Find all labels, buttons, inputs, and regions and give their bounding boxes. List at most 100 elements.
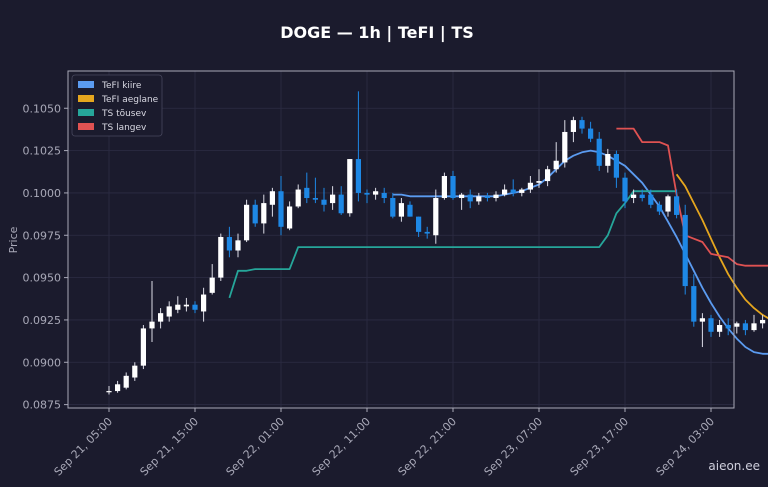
candle-body [424, 231, 430, 234]
chart-title: DOGE — 1h | TeFI | TS [280, 23, 474, 43]
series-tefi-kiire [392, 149, 768, 355]
candle [760, 314, 766, 329]
candle-body [115, 384, 121, 392]
candle [519, 187, 525, 197]
candle-body [269, 191, 275, 205]
x-tick-label: Sep 21, 15:00 [138, 415, 202, 479]
candle-body [201, 294, 207, 312]
y-tick-label: 0.1025 [23, 145, 62, 158]
y-tick-label: 0.1050 [23, 102, 62, 115]
candle-body [493, 194, 499, 199]
candle-body [158, 313, 164, 322]
candle [312, 177, 318, 204]
y-tick-label: 0.0875 [23, 399, 62, 412]
candle [751, 314, 757, 332]
candle-body [553, 160, 559, 170]
x-tick-label: Sep 22, 21:00 [396, 415, 460, 479]
candle-body [123, 375, 129, 388]
candle [398, 198, 404, 222]
candle-body [330, 194, 336, 204]
plot-frame [67, 70, 735, 409]
candle [235, 233, 241, 258]
candle-body [149, 321, 155, 329]
legend-box [71, 74, 163, 137]
series-ts-t-usev [228, 190, 677, 299]
legend-label: TS langev [101, 123, 147, 133]
candle [278, 175, 284, 236]
candle-body [338, 194, 344, 214]
candle [639, 189, 645, 202]
candle [622, 172, 628, 209]
candle [476, 192, 482, 205]
candle [347, 159, 353, 217]
candle [407, 201, 413, 217]
candle [502, 184, 508, 197]
candle-body [390, 198, 396, 217]
candle-body [588, 128, 594, 139]
candle-body [613, 153, 619, 178]
candle-body [682, 214, 688, 287]
candle [656, 201, 662, 215]
candle-body [656, 204, 662, 212]
x-tick-label: Sep 21, 05:00 [52, 415, 116, 479]
candle-body [605, 153, 611, 166]
candle-body [244, 204, 250, 241]
legend-swatch [78, 109, 94, 116]
candle [699, 313, 705, 348]
candle-body [132, 365, 138, 378]
candle-body [183, 304, 189, 307]
candle-body [484, 196, 490, 199]
candle [725, 318, 731, 336]
candle-body [175, 304, 181, 310]
legend-label: TS tõusev [101, 109, 147, 119]
candle-body [312, 198, 318, 200]
candle [562, 120, 568, 168]
legend-label: TeFI aeglane [101, 95, 159, 105]
candle [183, 297, 189, 312]
candle [459, 192, 465, 210]
candle-body [665, 196, 671, 212]
candle-body [166, 306, 172, 317]
candle-body [321, 199, 327, 205]
candle [261, 194, 267, 234]
candle [631, 189, 637, 204]
candle [192, 301, 198, 314]
candle-body [717, 325, 723, 332]
candle-body [140, 328, 146, 366]
candle [158, 308, 164, 329]
candle [330, 186, 336, 210]
candle [123, 372, 129, 390]
candle [570, 116, 576, 143]
candle-body [751, 323, 757, 331]
candle-body [631, 194, 637, 199]
candle [381, 187, 387, 204]
candle [244, 199, 250, 243]
y-tick-label: 0.0900 [23, 356, 62, 369]
candle-body [596, 138, 602, 166]
candle [674, 189, 680, 219]
candle-body [579, 120, 585, 129]
candle [166, 301, 172, 322]
candle-body [639, 194, 645, 199]
candle-body [502, 189, 508, 195]
candle-body [441, 175, 447, 199]
candle [450, 170, 456, 200]
candle-body [562, 131, 568, 163]
candle [708, 314, 714, 337]
series-tefi-aeglane [675, 173, 768, 320]
candle [682, 204, 688, 295]
x-tick-label: Sep 22, 11:00 [310, 415, 374, 479]
candle-body [106, 391, 112, 393]
candle-body [287, 206, 293, 229]
candle-body [381, 192, 387, 199]
y-axis: 0.0875 0.0900 0.0925 0.0950 0.0975 0.1000 0.10… [23, 102, 68, 412]
candle-body [570, 120, 576, 132]
candle [269, 187, 275, 217]
candle-body [278, 191, 284, 227]
candle [441, 172, 447, 200]
candle-body [734, 323, 740, 327]
x-tick-label: Sep 22, 01:00 [224, 415, 288, 479]
candle-body [742, 323, 748, 331]
candle [364, 189, 370, 204]
y-tick-label: 0.1000 [23, 187, 62, 200]
